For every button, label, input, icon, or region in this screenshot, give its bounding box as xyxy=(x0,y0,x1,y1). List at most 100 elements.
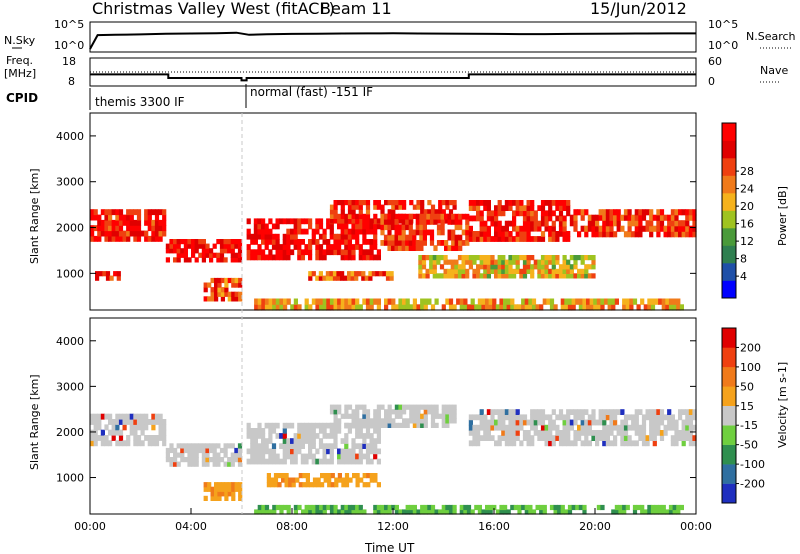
power-echo-cell xyxy=(674,225,679,232)
velocity-echo-cell xyxy=(126,440,131,447)
power-colorbar-swatch xyxy=(722,263,736,281)
power-echo-cell xyxy=(283,304,288,311)
power-echo-cell xyxy=(438,200,443,206)
velocity-echo-cell xyxy=(688,414,693,421)
power-echo-cell xyxy=(347,200,353,206)
power-echo-cell xyxy=(223,248,228,254)
power-echo-cell xyxy=(573,255,578,261)
power-echo-cell xyxy=(483,255,488,261)
power-echo-cell xyxy=(144,230,149,237)
power-echo-cell xyxy=(486,236,491,242)
velocity-echo-cell xyxy=(376,509,381,515)
velocity-echo-cell xyxy=(369,477,374,483)
velocity-echo-cell xyxy=(472,435,477,441)
velocity-echo-cell xyxy=(530,419,535,426)
power-echo-cell xyxy=(522,215,528,222)
velocity-echo-cell xyxy=(533,419,538,426)
power-echo-cell xyxy=(100,225,105,232)
power-echo-cell xyxy=(438,218,443,224)
velocity-echo-cell xyxy=(97,424,102,431)
power-echo-cell xyxy=(118,214,124,221)
power-echo-cell xyxy=(672,304,677,311)
velocity-echo-cell xyxy=(692,424,697,431)
power-echo-cell xyxy=(308,249,313,256)
power-echo-cell xyxy=(650,304,656,311)
power-echo-cell xyxy=(230,257,235,263)
power-echo-cell xyxy=(483,273,488,279)
velocity-echo-cell xyxy=(115,413,120,420)
power-echo-cell xyxy=(641,214,647,221)
power-echo-cell xyxy=(93,225,98,232)
velocity-echo-cell xyxy=(369,473,374,479)
velocity-echo-cell xyxy=(384,422,389,428)
power-echo-cell xyxy=(685,209,690,216)
power-echo-cell xyxy=(97,219,102,226)
power-echo-cell xyxy=(369,228,374,235)
velocity-y-tick-label: 3000 xyxy=(56,380,84,393)
velocity-echo-cell xyxy=(104,440,109,447)
velocity-echo-cell xyxy=(129,413,134,420)
power-echo-cell xyxy=(447,245,452,251)
velocity-echo-cell xyxy=(266,473,271,479)
power-echo-cell xyxy=(441,200,446,206)
power-echo-cell xyxy=(584,231,589,238)
velocity-echo-cell xyxy=(609,440,614,447)
power-echo-cell xyxy=(634,214,639,221)
velocity-echo-cell xyxy=(264,422,269,429)
velocity-echo-cell xyxy=(557,504,562,511)
power-echo-cell xyxy=(616,209,621,216)
power-echo-cell xyxy=(154,235,160,242)
power-echo-cell xyxy=(593,304,598,311)
velocity-echo-cell xyxy=(616,430,621,436)
power-echo-cell xyxy=(454,234,459,241)
power-echo-cell xyxy=(504,220,509,227)
power-echo-cell xyxy=(261,304,266,311)
power-echo-cell xyxy=(169,239,174,245)
power-echo-cell xyxy=(663,214,668,221)
power-echo-cell xyxy=(304,218,309,225)
power-echo-cell xyxy=(300,254,305,261)
velocity-echo-cell xyxy=(129,419,134,425)
power-echo-cell xyxy=(564,304,569,311)
velocity-echo-cell xyxy=(595,440,600,447)
power-echo-cell xyxy=(584,209,589,216)
power-echo-cell xyxy=(198,252,203,258)
power-echo-cell xyxy=(405,304,410,311)
velocity-echo-cell xyxy=(144,413,149,420)
velocity-echo-cell xyxy=(656,419,661,426)
power-echo-cell xyxy=(253,228,258,235)
power-echo-cell xyxy=(279,218,284,225)
velocity-echo-cell xyxy=(681,409,686,415)
velocity-echo-cell xyxy=(663,414,668,421)
power-echo-cell xyxy=(394,213,399,219)
power-echo-cell xyxy=(304,228,309,235)
velocity-echo-cell xyxy=(587,414,592,421)
velocity-echo-cell xyxy=(355,422,360,428)
velocity-echo-cell xyxy=(337,448,342,455)
velocity-echo-cell xyxy=(337,477,342,483)
power-echo-cell xyxy=(580,225,585,232)
power-echo-cell xyxy=(340,298,345,305)
power-echo-cell xyxy=(191,252,196,258)
power-echo-cell xyxy=(647,304,652,311)
velocity-echo-cell xyxy=(476,430,481,436)
velocity-echo-cell xyxy=(162,440,167,447)
velocity-echo-cell xyxy=(618,509,623,515)
power-echo-cell xyxy=(126,214,131,221)
power-echo-cell xyxy=(533,210,538,217)
velocity-echo-cell xyxy=(322,443,327,449)
power-echo-cell xyxy=(649,209,654,216)
power-echo-cell xyxy=(661,304,666,311)
power-echo-cell xyxy=(519,273,524,279)
power-echo-cell xyxy=(105,271,111,277)
velocity-colorbar-swatch xyxy=(722,366,736,387)
power-echo-cell xyxy=(501,264,506,270)
velocity-echo-cell xyxy=(584,440,589,447)
power-echo-cell xyxy=(384,200,389,206)
cpid-label: CPID xyxy=(6,91,38,105)
velocity-echo-cell xyxy=(281,473,286,479)
power-echo-cell xyxy=(436,224,442,231)
velocity-echo-cell xyxy=(326,443,331,449)
power-echo-cell xyxy=(548,259,553,265)
power-echo-cell xyxy=(494,225,499,232)
